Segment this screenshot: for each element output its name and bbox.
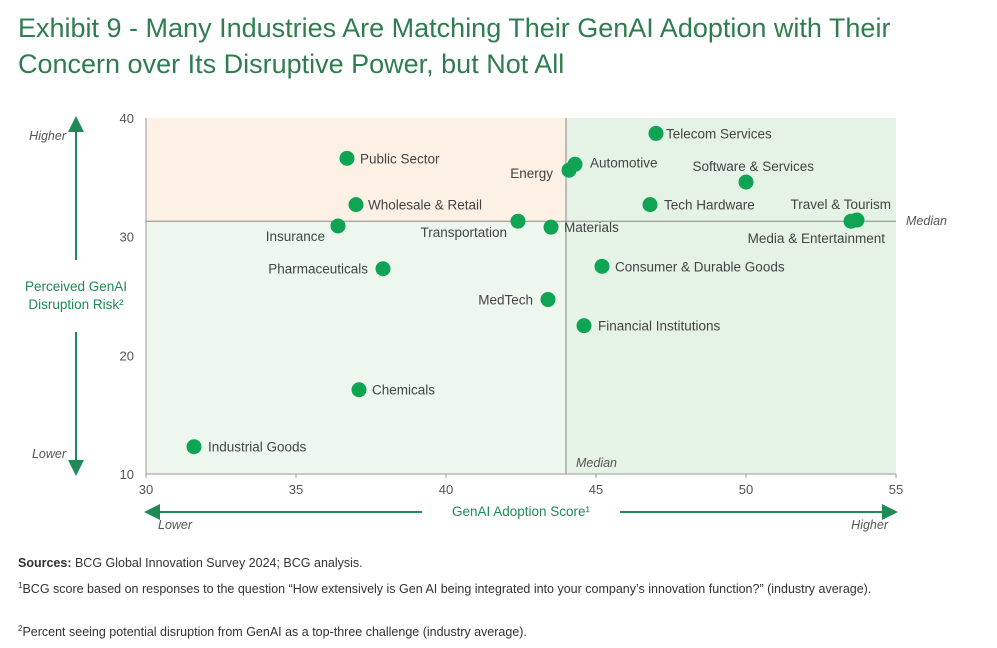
footnote-2: 2Percent seeing potential disruption fro… bbox=[18, 621, 978, 640]
y-axis-title-line-2: Disruption Risk² bbox=[28, 297, 124, 312]
data-point bbox=[339, 150, 355, 166]
footnote-1-text: BCG score based on responses to the ques… bbox=[22, 582, 872, 597]
y-tick-label: 30 bbox=[120, 230, 134, 245]
quadrant-lower-left bbox=[146, 221, 566, 474]
sources-label: Sources: bbox=[18, 556, 72, 570]
x-axis-title: GenAI Adoption Score¹ bbox=[452, 504, 591, 519]
data-point bbox=[561, 162, 577, 178]
data-point-label: Pharmaceuticals bbox=[268, 262, 368, 277]
title-line-2: Concern over Its Disruptive Power, but N… bbox=[18, 49, 565, 79]
y-tick-label: 40 bbox=[120, 111, 134, 126]
x-tick-label: 50 bbox=[739, 482, 753, 497]
data-point-label: Materials bbox=[564, 220, 619, 235]
median-y-label: Median bbox=[906, 214, 947, 228]
x-tick-label: 40 bbox=[439, 482, 453, 497]
data-point-label: Consumer & Durable Goods bbox=[615, 259, 785, 274]
data-point bbox=[642, 197, 658, 213]
x-tick-label: 45 bbox=[589, 482, 603, 497]
data-point-label: Travel & Tourism bbox=[790, 197, 891, 212]
data-point-label: Media & Entertainment bbox=[748, 231, 886, 246]
data-point-label: Software & Services bbox=[692, 159, 814, 174]
x-low-label: Lower bbox=[158, 518, 193, 532]
data-point-label: Automotive bbox=[590, 155, 658, 170]
data-point bbox=[648, 125, 664, 141]
data-point bbox=[738, 174, 754, 190]
median-x-label: Median bbox=[576, 456, 617, 470]
data-point bbox=[330, 218, 346, 234]
data-point-label: Wholesale & Retail bbox=[368, 198, 482, 213]
x-tick-label: 30 bbox=[139, 482, 153, 497]
data-point-label: Energy bbox=[510, 166, 553, 181]
data-point-label: Financial Institutions bbox=[598, 319, 721, 334]
x-tick-label: 55 bbox=[889, 482, 903, 497]
y-high-label: Higher bbox=[29, 129, 67, 143]
data-point bbox=[540, 292, 556, 308]
data-point bbox=[351, 382, 367, 398]
data-point-label: Industrial Goods bbox=[208, 440, 307, 455]
quadrant-upper-right bbox=[566, 118, 896, 222]
scatter-chart: Median Median 30 35 40 45 50 55 40 30 20 10 Higher Lo… bbox=[25, 111, 947, 532]
data-point-label: MedTech bbox=[478, 293, 533, 308]
y-tick-label: 10 bbox=[120, 467, 134, 482]
y-tick-label: 20 bbox=[120, 348, 134, 363]
footnote-1: 1BCG score based on responses to the que… bbox=[18, 578, 978, 597]
data-point-label: Insurance bbox=[266, 229, 325, 244]
data-point bbox=[186, 439, 202, 455]
sources-text: BCG Global Innovation Survey 2024; BCG a… bbox=[71, 556, 363, 570]
data-point bbox=[543, 219, 559, 235]
data-point bbox=[510, 213, 526, 229]
data-point bbox=[375, 261, 391, 277]
data-point-label: Telecom Services bbox=[666, 126, 772, 141]
data-point bbox=[348, 197, 364, 213]
x-tick-label: 35 bbox=[289, 482, 303, 497]
data-point-label: Chemicals bbox=[372, 383, 435, 398]
quadrant-lower-right bbox=[566, 221, 896, 474]
x-high-label: Higher bbox=[851, 518, 889, 532]
data-point bbox=[576, 318, 592, 334]
y-low-label: Lower bbox=[32, 447, 67, 461]
sources-note: Sources: BCG Global Innovation Survey 20… bbox=[18, 555, 978, 571]
data-point-label: Public Sector bbox=[360, 151, 440, 166]
data-point bbox=[594, 258, 610, 274]
footnote-2-text: Percent seeing potential disruption from… bbox=[22, 625, 527, 640]
y-axis-title-line-1: Perceived GenAI bbox=[25, 279, 127, 294]
footnote-1-mark: 1 bbox=[18, 581, 23, 590]
data-point bbox=[843, 213, 859, 229]
chart-title: Exhibit 9 - Many Industries Are Matching… bbox=[18, 10, 978, 82]
data-point-label: Transportation bbox=[420, 225, 507, 240]
data-point-label: Tech Hardware bbox=[664, 198, 755, 213]
title-line-1: Exhibit 9 - Many Industries Are Matching… bbox=[18, 13, 891, 43]
footnote-2-mark: 2 bbox=[18, 624, 23, 633]
